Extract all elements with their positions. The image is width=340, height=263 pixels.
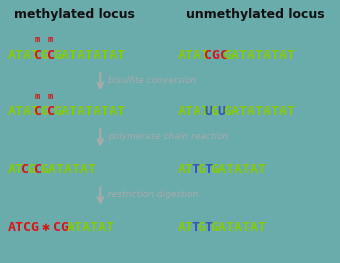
Text: G: G: [198, 163, 205, 176]
Text: GATATAT: GATATAT: [210, 221, 267, 234]
Text: m: m: [35, 35, 40, 44]
Text: m: m: [35, 92, 40, 101]
Text: ATAT: ATAT: [8, 49, 40, 62]
Text: CGC: CGC: [204, 49, 228, 62]
Text: T: T: [204, 221, 212, 234]
Text: ✱: ✱: [34, 221, 58, 234]
Text: CG: CG: [53, 221, 69, 234]
Text: GATATATAT: GATATATAT: [223, 49, 295, 62]
Text: GATATAT: GATATAT: [40, 163, 97, 176]
Text: m: m: [48, 92, 53, 101]
Text: C: C: [34, 163, 42, 176]
Text: AT: AT: [178, 163, 194, 176]
Text: U: U: [204, 105, 212, 118]
Text: methylated locus: methylated locus: [14, 8, 135, 21]
Text: C: C: [21, 163, 29, 176]
Text: GATATATAT: GATATATAT: [53, 105, 125, 118]
Text: GATATATAT: GATATATAT: [223, 105, 295, 118]
Text: AT: AT: [178, 221, 194, 234]
Text: GATATAT: GATATAT: [210, 163, 267, 176]
Text: G: G: [198, 221, 205, 234]
Text: m: m: [48, 35, 53, 44]
Text: bisulfite conversion: bisulfite conversion: [108, 76, 197, 85]
Text: C: C: [47, 105, 55, 118]
Text: ATAT: ATAT: [8, 105, 40, 118]
Text: ATCG: ATCG: [8, 221, 40, 234]
Text: G: G: [28, 163, 35, 176]
Text: AT: AT: [8, 163, 24, 176]
Text: ATAT: ATAT: [178, 49, 210, 62]
Text: restriction digestion: restriction digestion: [108, 190, 199, 199]
Text: polymerase chain reaction: polymerase chain reaction: [108, 132, 228, 141]
Text: ATATAT: ATATAT: [67, 221, 115, 234]
Text: T: T: [191, 163, 199, 176]
Text: G: G: [40, 49, 49, 62]
Text: GATATATAT: GATATATAT: [53, 49, 125, 62]
Text: C: C: [47, 49, 55, 62]
Text: unmethylated locus: unmethylated locus: [186, 8, 324, 21]
Text: G: G: [40, 105, 49, 118]
Text: ATAT: ATAT: [178, 105, 210, 118]
Text: C: C: [34, 105, 42, 118]
Text: T: T: [204, 163, 212, 176]
Text: T: T: [191, 221, 199, 234]
Text: U: U: [217, 105, 225, 118]
Text: C: C: [34, 49, 42, 62]
Text: G: G: [210, 105, 219, 118]
